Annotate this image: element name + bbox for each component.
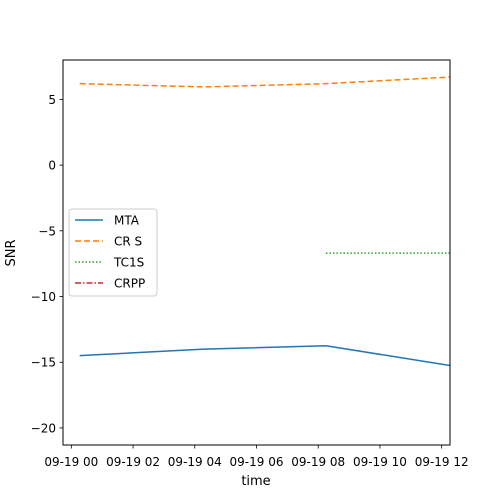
x-tick-label: 09-19 10 [353, 455, 407, 469]
x-tick-label: 09-19 04 [168, 455, 222, 469]
series-line-cr-s [79, 76, 451, 88]
x-tick-label: 09-19 02 [106, 455, 160, 469]
legend: MTA CR S TC1S CRPP [68, 208, 158, 297]
x-axis: 09-19 00 09-19 02 09-19 04 09-19 06 09-19 08… [44, 445, 469, 469]
y-axis: −20 −15 −10 −5 0 5 [31, 93, 63, 435]
x-tick-label: 09-19 00 [44, 455, 98, 469]
series-line-mta [79, 345, 451, 367]
y-tick-label: −10 [31, 290, 56, 304]
legend-label: TC1S [113, 256, 144, 270]
legend-label: CRPP [114, 277, 145, 291]
x-tick-label: 09-19 06 [230, 455, 284, 469]
legend-box [68, 208, 158, 297]
series-lines [79, 76, 451, 367]
y-tick-label: −20 [31, 421, 56, 435]
x-tick-label: 09-19 12 [415, 455, 469, 469]
x-axis-label: time [241, 474, 270, 489]
y-axis-label: SNR [4, 239, 19, 266]
x-tick-label: 09-19 08 [291, 455, 345, 469]
y-tick-label: −5 [38, 224, 56, 238]
y-tick-label: 5 [48, 93, 56, 107]
y-tick-label: −15 [31, 356, 56, 370]
legend-label: CR S [114, 235, 142, 249]
legend-label: MTA [114, 214, 140, 228]
y-tick-label: 0 [48, 159, 56, 173]
